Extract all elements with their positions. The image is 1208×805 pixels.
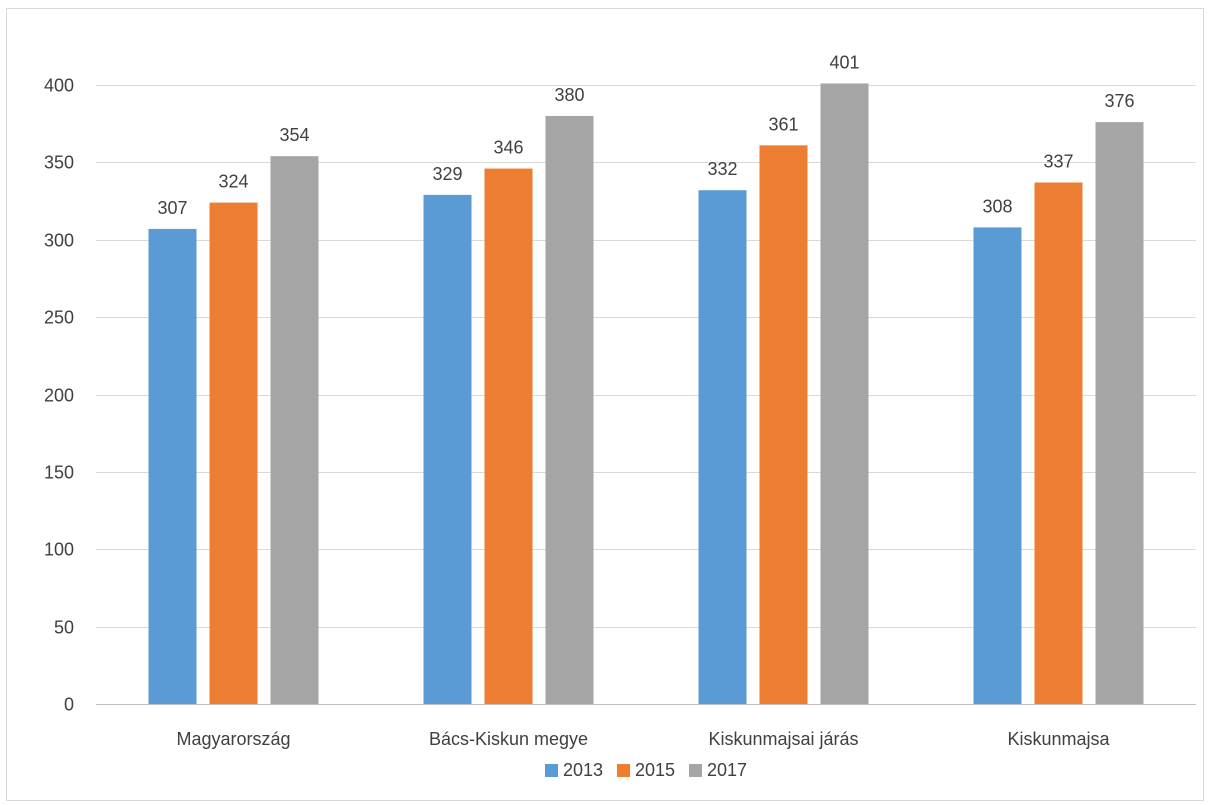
y-tick-label: 300	[44, 231, 74, 251]
legend-label: 2017	[707, 760, 747, 780]
bar	[546, 116, 594, 704]
y-tick-label: 400	[44, 76, 74, 96]
bars	[149, 83, 1144, 704]
bar	[974, 227, 1022, 704]
data-label: 324	[218, 172, 248, 192]
y-tick-label: 50	[54, 618, 74, 638]
y-tick-label: 250	[44, 308, 74, 328]
data-label: 376	[1104, 91, 1134, 111]
bar	[485, 169, 533, 704]
legend-swatch	[545, 764, 558, 777]
data-label: 337	[1043, 151, 1073, 171]
y-tick-label: 0	[64, 695, 74, 715]
bar	[149, 229, 197, 704]
data-label: 307	[157, 198, 187, 218]
bar	[210, 203, 258, 704]
gridlines	[96, 86, 1196, 705]
legend-swatch	[689, 764, 702, 777]
y-tick-label: 100	[44, 540, 74, 560]
data-label: 380	[554, 85, 584, 105]
bar	[821, 83, 869, 704]
y-axis-ticks: 0 50 100 150 200 250 300 350 400	[44, 76, 74, 715]
category-label: Magyarország	[176, 729, 290, 749]
legend: 2013 2015 2017	[545, 760, 747, 780]
category-label: Kiskunmajsa	[1007, 729, 1110, 749]
bar	[424, 195, 472, 704]
bar	[1096, 122, 1144, 704]
data-label: 401	[829, 52, 859, 72]
data-label: 332	[707, 159, 737, 179]
data-label: 346	[493, 138, 523, 158]
data-label: 329	[432, 164, 462, 184]
bar	[699, 190, 747, 704]
category-label: Bács-Kiskun megye	[429, 729, 588, 749]
legend-label: 2013	[563, 760, 603, 780]
bar	[1035, 182, 1083, 704]
data-label: 361	[768, 114, 798, 134]
legend-swatch	[617, 764, 630, 777]
legend-label: 2015	[635, 760, 675, 780]
data-label: 308	[982, 196, 1012, 216]
bar	[271, 156, 319, 704]
category-label: Kiskunmajsai járás	[708, 729, 858, 749]
y-tick-label: 350	[44, 153, 74, 173]
data-label: 354	[279, 125, 309, 145]
bar	[760, 145, 808, 704]
y-tick-label: 150	[44, 463, 74, 483]
x-axis-categories: Magyarország Bács-Kiskun megye Kiskunmajsa…	[176, 729, 1110, 749]
y-tick-label: 200	[44, 386, 74, 406]
